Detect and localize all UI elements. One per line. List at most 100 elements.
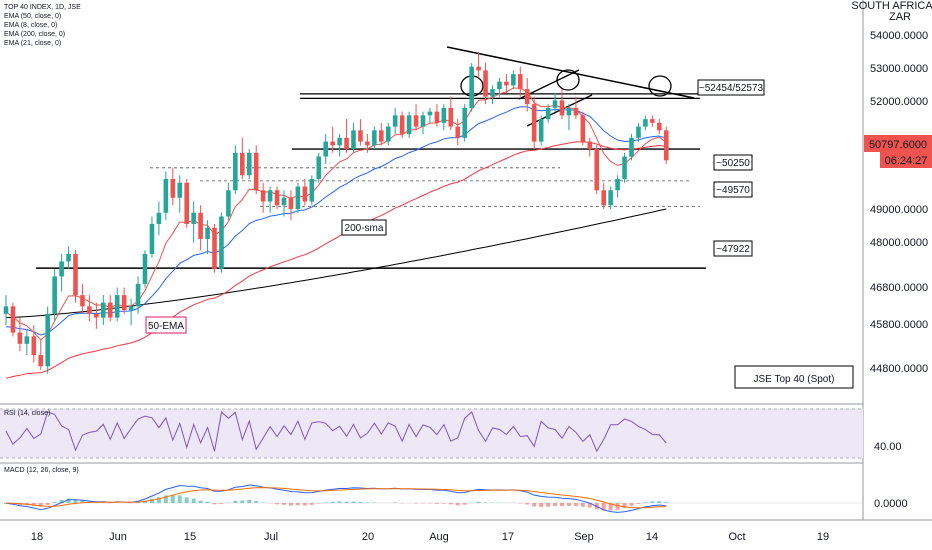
candle xyxy=(379,122,384,146)
candle xyxy=(545,104,551,123)
candle xyxy=(351,122,356,153)
candle-body xyxy=(385,126,391,142)
candle xyxy=(650,115,655,127)
time-tick-label: Jun xyxy=(109,531,127,543)
macd-histogram-bar xyxy=(198,500,203,503)
candle xyxy=(149,216,155,258)
candle-body xyxy=(170,179,176,198)
candle xyxy=(142,250,148,288)
candle-body xyxy=(441,107,447,123)
candle xyxy=(476,51,481,78)
candle-body xyxy=(462,107,467,138)
candle xyxy=(462,104,467,142)
candle-body xyxy=(198,212,203,239)
candle xyxy=(226,182,231,221)
candle xyxy=(434,104,440,127)
candle-body xyxy=(448,107,454,127)
macd-histogram-bar xyxy=(358,501,363,503)
resistance-label-box xyxy=(697,79,765,96)
candle-body xyxy=(323,141,328,157)
candle-body xyxy=(399,115,405,135)
resistance-label: ~52454/52573 xyxy=(699,83,764,94)
level-49570-label-box xyxy=(713,181,753,198)
time-tick-label: Aug xyxy=(429,531,449,543)
ema21-legend: EMA (21, close, 0) xyxy=(4,40,62,47)
candle-body xyxy=(219,216,224,269)
candle-body xyxy=(24,336,30,344)
candle xyxy=(330,126,335,153)
candle-body xyxy=(476,66,481,71)
candle xyxy=(94,302,99,329)
candle xyxy=(490,85,495,105)
macd-histogram-bar xyxy=(351,501,356,503)
time-tick-label: 14 xyxy=(646,531,658,543)
candle xyxy=(615,175,620,198)
candle xyxy=(629,134,634,161)
candle xyxy=(295,182,301,213)
macd-histogram-bar xyxy=(615,503,620,510)
candle-body xyxy=(191,212,196,224)
chart-title-box xyxy=(734,365,854,389)
candle xyxy=(156,201,162,236)
candle-body xyxy=(636,126,641,138)
macd-histogram-bar xyxy=(31,503,36,506)
candle-body xyxy=(573,107,579,116)
candle-body xyxy=(205,227,210,239)
candle-body xyxy=(358,130,363,142)
candle-body xyxy=(38,355,44,367)
macd-histogram-bar xyxy=(448,503,453,505)
macd-histogram-bar xyxy=(240,500,245,503)
countdown-badge xyxy=(880,152,932,168)
candle xyxy=(552,92,558,112)
ema50-legend: EMA (50, close, 0) xyxy=(4,13,62,20)
candle-body xyxy=(455,126,461,138)
candle xyxy=(511,70,516,90)
candle-body xyxy=(524,89,530,105)
candle-body xyxy=(73,253,78,296)
candle-body xyxy=(629,137,634,157)
candle xyxy=(17,317,23,352)
macd-histogram-bar xyxy=(601,503,606,511)
candle xyxy=(636,122,641,142)
candle-body xyxy=(365,141,370,146)
candle-body xyxy=(10,306,16,333)
macd-histogram-bar xyxy=(622,503,627,508)
candle-body xyxy=(274,190,280,206)
macd-histogram-bar xyxy=(643,502,648,503)
last-price-value: 50797.6000 xyxy=(869,139,927,151)
candle-body xyxy=(316,156,322,180)
macd-histogram-bar xyxy=(455,503,460,506)
candle-body xyxy=(281,197,287,206)
candle-body xyxy=(66,253,71,262)
candle xyxy=(198,205,203,251)
candle-body xyxy=(372,130,377,146)
symbol-label: TOP 40 INDEX, 1D, JSE xyxy=(4,4,81,11)
candle xyxy=(114,287,120,322)
candle xyxy=(107,295,113,322)
macd-histogram-bar xyxy=(608,503,613,511)
candle-body xyxy=(246,152,252,176)
macd-histogram-bar xyxy=(546,503,551,507)
price-tick-label: 46800.0000 xyxy=(870,282,928,294)
candle xyxy=(31,325,37,363)
last-price-badge xyxy=(864,135,932,152)
candle xyxy=(233,145,238,195)
candle xyxy=(518,66,523,97)
sma200-label: 200-sma xyxy=(345,223,384,234)
macd-histogram-bar xyxy=(539,503,544,507)
candle xyxy=(483,62,488,105)
candle xyxy=(455,119,461,146)
candle-body xyxy=(142,253,148,284)
candle-body xyxy=(177,182,183,198)
macd-histogram-bar xyxy=(247,499,252,503)
macd-histogram-bar xyxy=(664,502,669,503)
candle-body xyxy=(94,313,99,318)
indicator-legend: TOP 40 INDEX, 1D, JSE EMA (50, close, 0)… xyxy=(4,3,81,48)
macd-histogram-bar xyxy=(330,501,335,503)
candle-body xyxy=(114,295,120,318)
candle-body xyxy=(107,302,113,318)
candle xyxy=(219,212,224,273)
price-tick-label: 48000.0000 xyxy=(870,237,928,249)
candle-body xyxy=(17,332,23,344)
